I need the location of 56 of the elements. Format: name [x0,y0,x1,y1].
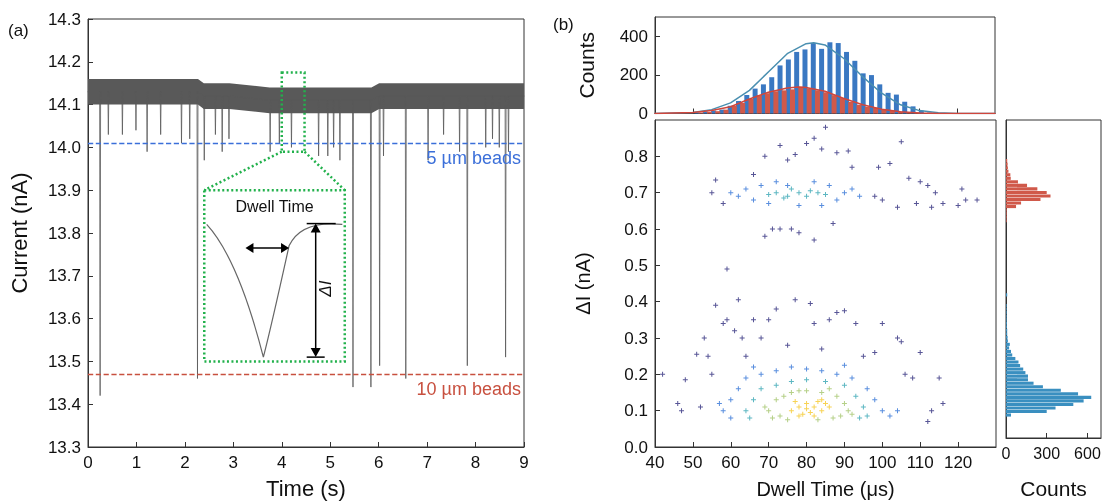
y-axis-title: ΔI (nA) [572,252,594,315]
y-tick-label: 0.3 [624,328,648,348]
y-tick-label: 0.4 [624,292,648,312]
text: (b) [553,15,574,34]
x-tick-label: 1 [131,453,142,472]
y-axis-title: Current (nA) [6,172,32,294]
y-tick-label: 13.9 [47,180,81,200]
x-axis-title: Time (s) [266,475,346,501]
x-tick-label: 9 [519,453,529,472]
y-tick-label: 14.0 [47,137,81,157]
y-tick-label: 13.5 [47,351,81,371]
x-axis-title: Dwell Time (μs) [756,478,895,500]
y-tick-label: 200 [619,65,648,85]
y-tick-label: 14.3 [47,9,81,29]
y-tick-label: 0 [638,104,648,123]
text: (a) [8,21,29,40]
y-tick-label: 13.6 [47,309,81,329]
x-tick-label: 0 [1001,444,1011,462]
y-tick-label: 13.7 [47,266,81,286]
y-tick-label: 13.3 [47,437,81,457]
y-tick-label: 0.1 [624,401,648,421]
y-tick-label: 400 [619,26,648,46]
x-tick-label: 120 [943,453,973,472]
x-tick-label: 110 [906,453,934,472]
y-tick-label: 0.8 [624,146,648,166]
y-tick-label: 0.0 [624,437,648,457]
x-tick-label: 600 [1074,444,1101,462]
x-tick-label: 300 [1033,444,1061,462]
x-tick-label: 2 [180,453,190,472]
annotation: ΔI [316,280,336,298]
y-tick-label: 13.4 [47,394,81,414]
x-tick-label: 5 [325,453,335,472]
x-tick-label: 70 [759,453,779,472]
x-tick-label: 4 [277,453,287,472]
y-tick-label: 0.2 [624,364,648,384]
x-tick-label: 8 [470,453,481,472]
y-tick-label: 0.7 [624,183,648,203]
x-tick-label: 3 [228,453,239,472]
x-tick-label: 7 [422,453,432,472]
x-tick-label: 90 [834,453,854,472]
x-tick-label: 0 [83,453,93,472]
x-tick-label: 50 [683,453,703,472]
y-tick-label: 0.5 [624,255,648,275]
ref-line-label: 10 µm beads [416,379,521,400]
x-tick-label: 40 [645,453,665,472]
annotation: Dwell Time [235,197,314,215]
y-tick-label: 14.1 [47,95,81,115]
x-tick-label: 60 [721,453,741,472]
y-tick-label: 13.8 [47,223,81,243]
x-tick-label: 80 [797,453,817,472]
y-tick-label: 14.2 [47,52,81,72]
y-axis-title: Counts [575,31,598,99]
y-tick-label: 0.6 [624,219,648,239]
x-tick-label: 100 [868,453,897,472]
x-tick-label: 6 [373,453,384,472]
x-axis-title: Counts [1020,477,1087,500]
